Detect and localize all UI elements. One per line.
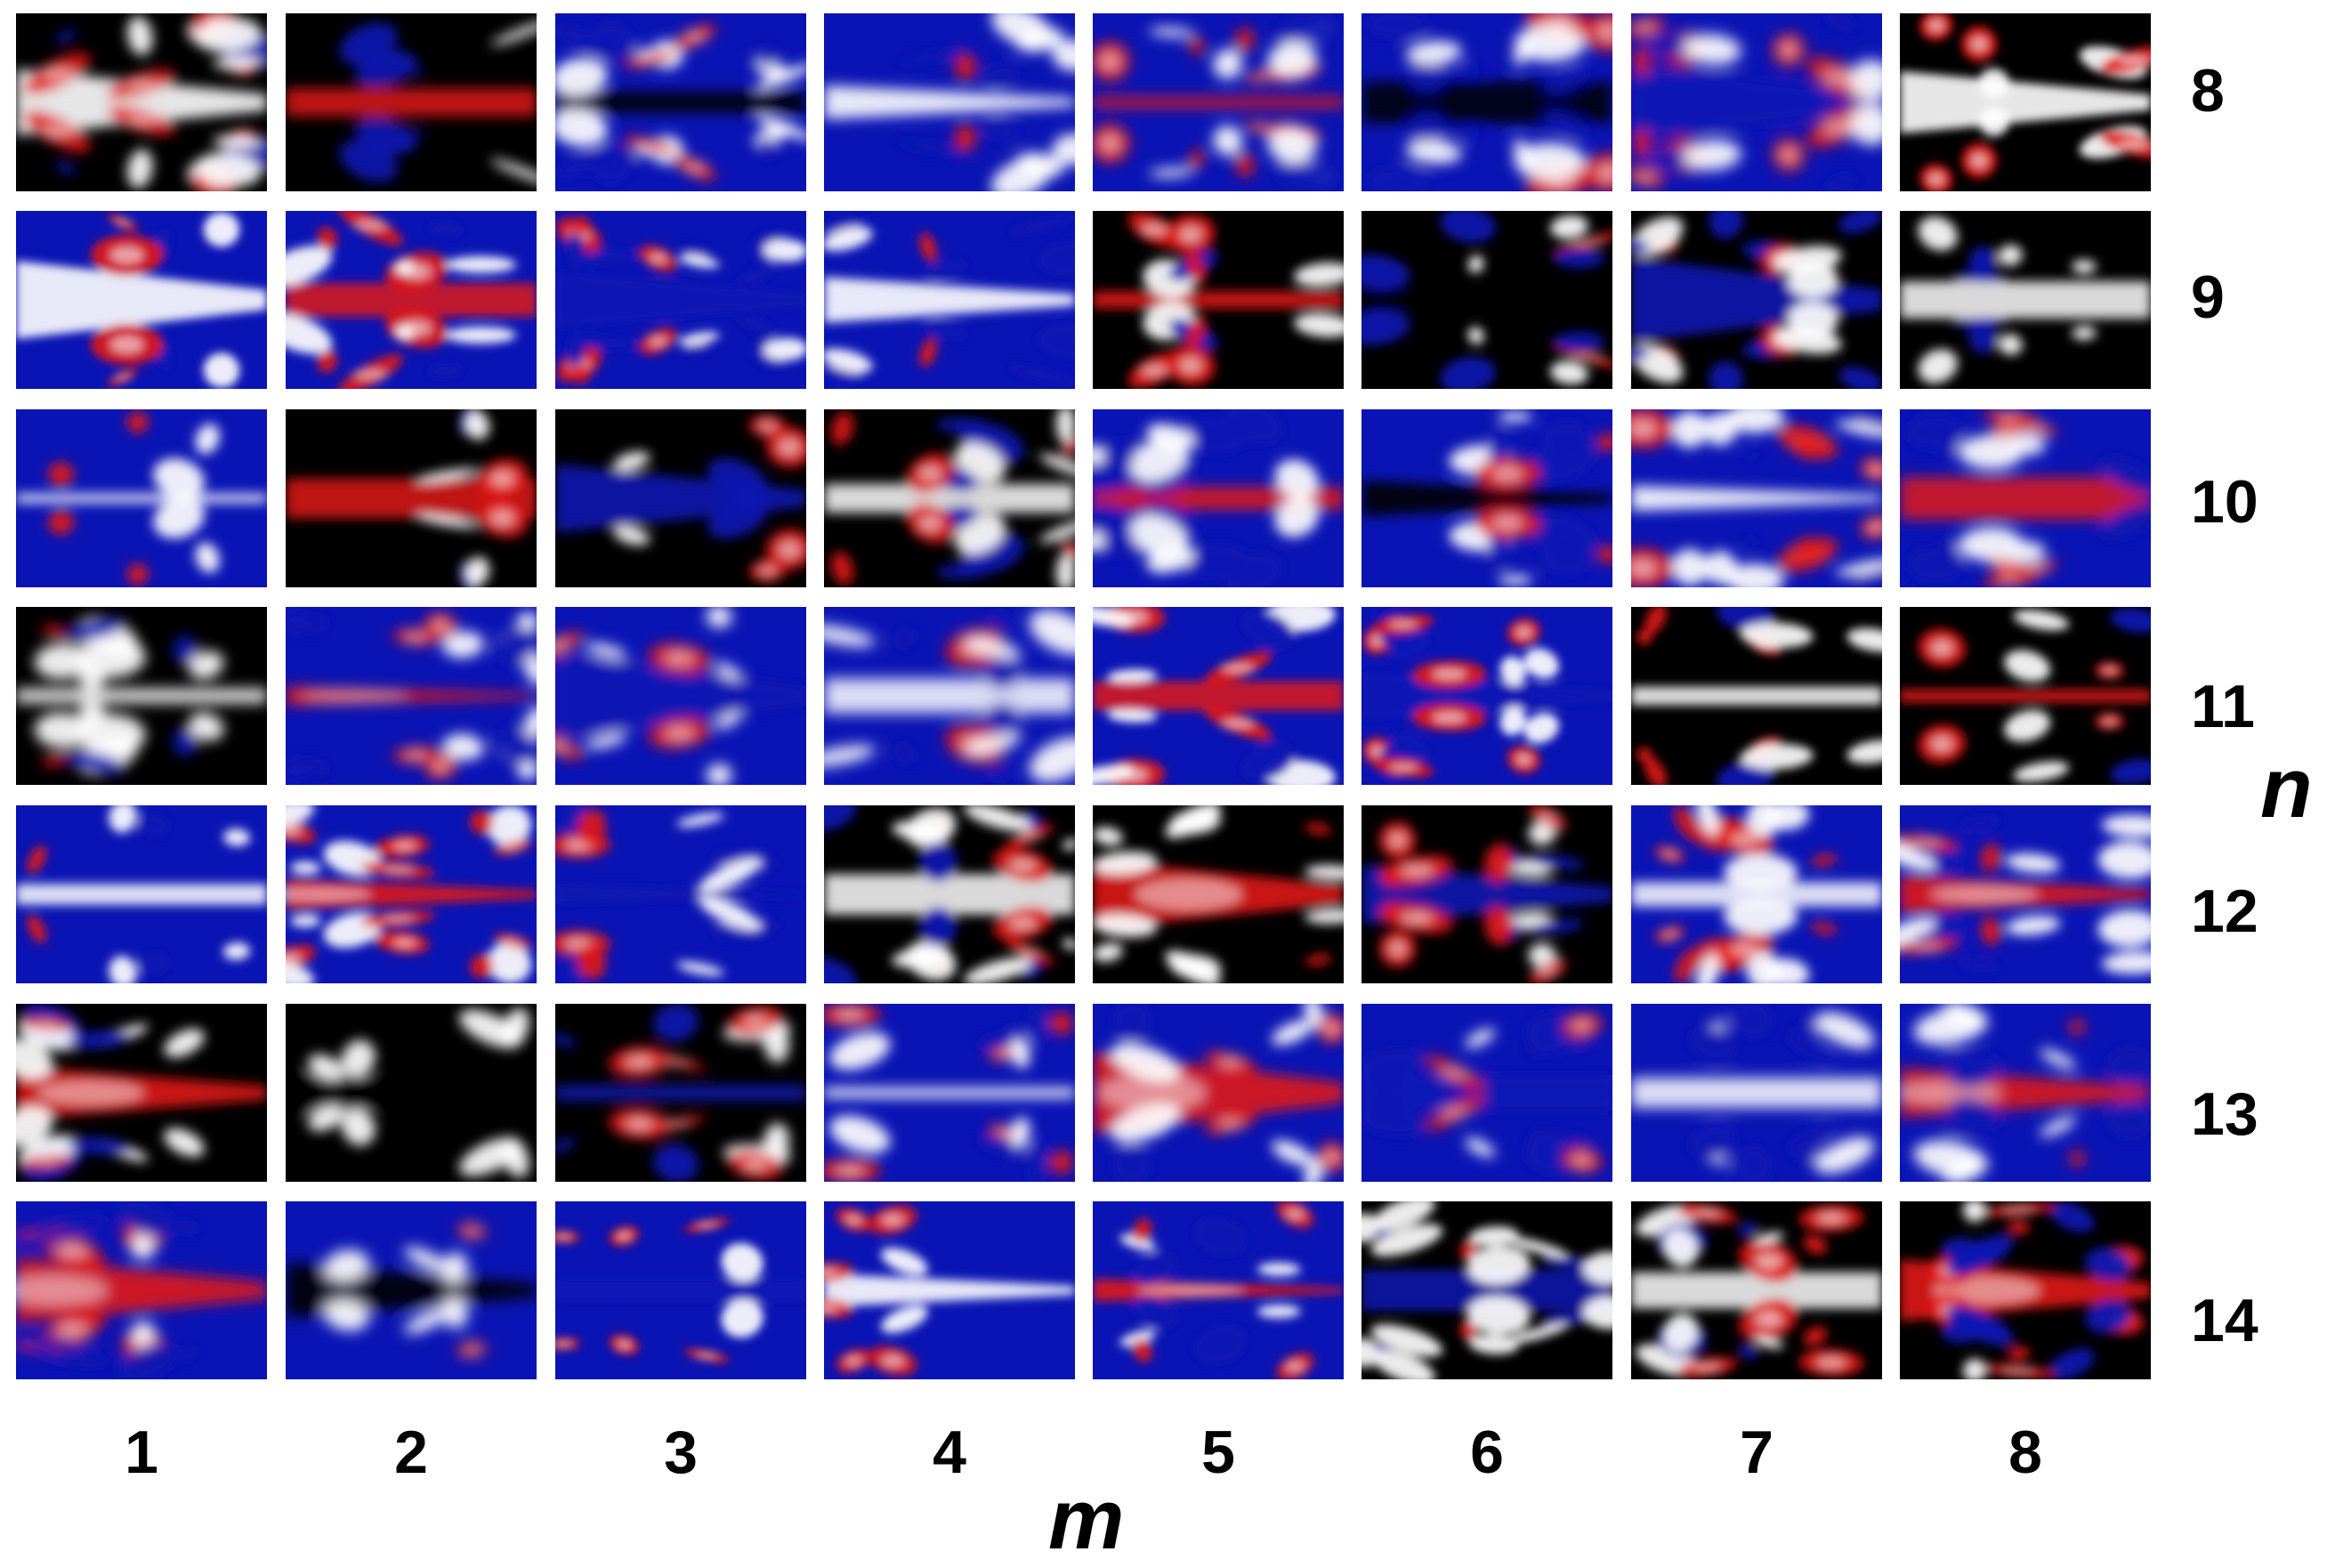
pattern-panel-n11-m7 xyxy=(1631,607,1882,785)
pattern-panel-n11-m4 xyxy=(824,607,1075,785)
pattern-panel-n8-m8 xyxy=(1900,13,2151,191)
row-label-n9: 9 xyxy=(2191,263,2225,331)
pattern-panel-n11-m6 xyxy=(1361,607,1612,785)
pattern-panel-n10-m1 xyxy=(16,409,267,587)
pattern-panel-n12-m1 xyxy=(16,805,267,983)
column-axis-title: m xyxy=(1048,1472,1125,1567)
pattern-panel-n14-m6 xyxy=(1361,1201,1612,1379)
pattern-panel-n12-m3 xyxy=(555,805,806,983)
pattern-panel-n13-m4 xyxy=(824,1004,1075,1182)
row-label-n10: 10 xyxy=(2191,468,2258,536)
row-axis-title: n xyxy=(2260,740,2313,836)
pattern-panel-n12-m7 xyxy=(1631,805,1882,983)
column-label-m6: 6 xyxy=(1470,1418,1504,1486)
pattern-panel-n11-m8 xyxy=(1900,607,2151,785)
pattern-panel-n9-m4 xyxy=(824,211,1075,389)
pattern-panel-n12-m4 xyxy=(824,805,1075,983)
pattern-panel-n14-m4 xyxy=(824,1201,1075,1379)
pattern-panel-n13-m5 xyxy=(1093,1004,1344,1182)
pattern-panel-n8-m1 xyxy=(16,13,267,191)
pattern-panel-n12-m2 xyxy=(286,805,537,983)
column-label-m4: 4 xyxy=(933,1418,966,1486)
pattern-panel-n10-m4 xyxy=(824,409,1075,587)
pattern-panel-n14-m7 xyxy=(1631,1201,1882,1379)
row-label-n14: 14 xyxy=(2191,1287,2258,1354)
pattern-panel-n11-m1 xyxy=(16,607,267,785)
pattern-panel-n10-m5 xyxy=(1093,409,1344,587)
column-label-m3: 3 xyxy=(664,1418,698,1486)
pattern-panel-n8-m2 xyxy=(286,13,537,191)
row-label-n11: 11 xyxy=(2191,673,2255,740)
pattern-panel-n11-m5 xyxy=(1093,607,1344,785)
pattern-panel-n9-m5 xyxy=(1093,211,1344,389)
pattern-panel-n14-m1 xyxy=(16,1201,267,1379)
pattern-panel-n10-m8 xyxy=(1900,409,2151,587)
pattern-panel-n11-m3 xyxy=(555,607,806,785)
pattern-panel-n9-m7 xyxy=(1631,211,1882,389)
column-label-m7: 7 xyxy=(1740,1418,1774,1486)
column-label-m1: 1 xyxy=(125,1418,158,1486)
pattern-panel-n9-m3 xyxy=(555,211,806,389)
pattern-panel-n14-m8 xyxy=(1900,1201,2151,1379)
row-label-n12: 12 xyxy=(2191,877,2258,945)
pattern-panel-n8-m6 xyxy=(1361,13,1612,191)
pattern-panel-n13-m2 xyxy=(286,1004,537,1182)
pattern-panel-n10-m7 xyxy=(1631,409,1882,587)
pattern-panel-n12-m5 xyxy=(1093,805,1344,983)
pattern-panel-n8-m5 xyxy=(1093,13,1344,191)
row-label-n13: 13 xyxy=(2191,1080,2258,1148)
pattern-panel-n13-m7 xyxy=(1631,1004,1882,1182)
pattern-panel-n9-m6 xyxy=(1361,211,1612,389)
pattern-panel-n14-m2 xyxy=(286,1201,537,1379)
pattern-panel-n13-m6 xyxy=(1361,1004,1612,1182)
pattern-panel-n12-m8 xyxy=(1900,805,2151,983)
pattern-panel-n10-m3 xyxy=(555,409,806,587)
pattern-panel-n14-m5 xyxy=(1093,1201,1344,1379)
pattern-panel-n10-m2 xyxy=(286,409,537,587)
column-label-m2: 2 xyxy=(394,1418,428,1486)
pattern-panel-n14-m3 xyxy=(555,1201,806,1379)
pattern-panel-n8-m7 xyxy=(1631,13,1882,191)
column-label-m5: 5 xyxy=(1201,1418,1235,1486)
pattern-panel-n9-m1 xyxy=(16,211,267,389)
pattern-panel-n13-m1 xyxy=(16,1004,267,1182)
column-label-m8: 8 xyxy=(2008,1418,2042,1486)
row-label-n8: 8 xyxy=(2191,57,2225,125)
pattern-panel-n9-m2 xyxy=(286,211,537,389)
pattern-panel-n13-m3 xyxy=(555,1004,806,1182)
pattern-panel-n9-m8 xyxy=(1900,211,2151,389)
pattern-panel-n11-m2 xyxy=(286,607,537,785)
pattern-panel-n12-m6 xyxy=(1361,805,1612,983)
pattern-panel-n8-m4 xyxy=(824,13,1075,191)
pattern-panel-n13-m8 xyxy=(1900,1004,2151,1182)
pattern-panel-n10-m6 xyxy=(1361,409,1612,587)
pattern-panel-n8-m3 xyxy=(555,13,806,191)
